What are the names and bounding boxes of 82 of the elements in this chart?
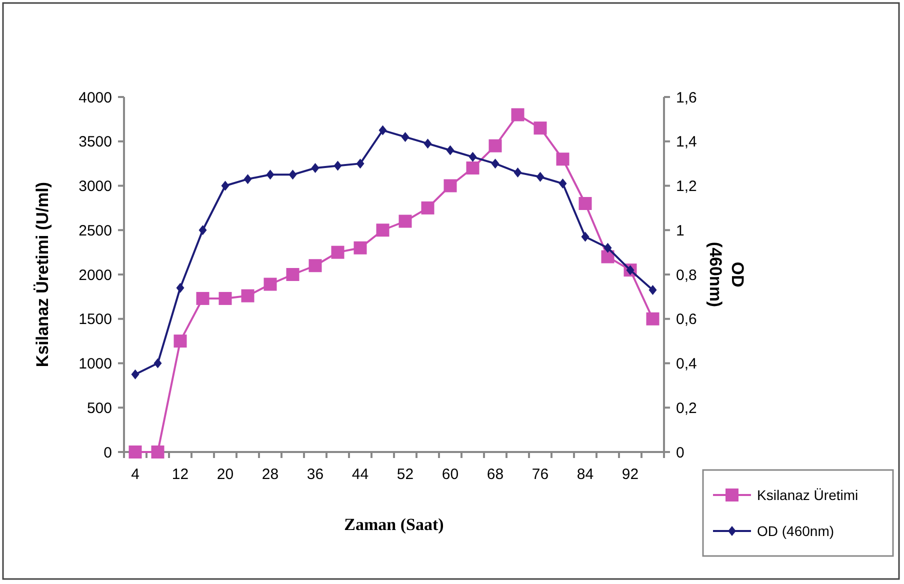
point (534, 122, 547, 135)
x-tick-label: 92 (622, 466, 639, 483)
point (488, 139, 502, 152)
point (264, 278, 277, 291)
y-tick-label: 2500 (78, 222, 112, 240)
point (558, 178, 567, 189)
point (446, 145, 454, 156)
y-tick-label: 2000 (78, 266, 112, 284)
point (196, 292, 210, 305)
point (648, 285, 657, 296)
point (354, 241, 367, 254)
point (626, 265, 634, 276)
y-axis-title: Ksilanaz Üretimi (U/ml) (33, 182, 52, 368)
point (334, 160, 342, 171)
x-tick-label: 28 (262, 466, 279, 483)
point (511, 108, 524, 122)
y2-tick-label: 0,2 (676, 400, 697, 417)
point (241, 289, 254, 302)
y2-tick-label: 0,8 (676, 266, 697, 284)
point (601, 250, 614, 264)
point (154, 358, 162, 368)
point (556, 152, 570, 166)
point (646, 312, 660, 326)
y2-tick-label: 1,6 (676, 89, 697, 106)
x-tick-label: 4 (131, 466, 140, 483)
x-tick-label: 52 (396, 466, 414, 483)
point (536, 172, 544, 182)
point (378, 125, 387, 136)
point (288, 170, 297, 180)
point (331, 246, 344, 259)
point (131, 369, 140, 380)
point (128, 446, 142, 458)
point (286, 268, 300, 281)
x-tick-label: 60 (442, 466, 459, 483)
point (311, 163, 320, 173)
point (151, 446, 164, 458)
y2-tick-label: 0,4 (676, 356, 697, 372)
y-tick-label: 4000 (78, 89, 112, 106)
x-tick-label: 44 (352, 466, 369, 483)
point (244, 174, 252, 184)
point (604, 242, 612, 253)
x-tick-label: 12 (172, 466, 189, 483)
x-tick-label: 20 (216, 466, 234, 483)
x-tick-label: 76 (532, 466, 549, 483)
point (221, 180, 230, 191)
x-axis-title: Zaman (Saat) (344, 515, 444, 534)
point (356, 158, 364, 169)
y2-axis-title: OD (460nm) (706, 242, 747, 308)
y2-tick-label: 1,2 (676, 178, 697, 195)
y-tick-label: 500 (86, 400, 112, 417)
point (468, 152, 477, 162)
y-tick-label: 0 (104, 444, 112, 462)
y2-tick-label: 1,4 (676, 134, 697, 151)
point (491, 158, 500, 169)
point (376, 224, 390, 237)
legend-label: OD (460nm) (757, 522, 834, 539)
point (266, 170, 274, 180)
point (514, 167, 522, 178)
y2-tick-label: 0,6 (676, 311, 697, 328)
legend-label: Ksilanaz Üretimi (757, 486, 858, 503)
point (421, 201, 434, 214)
point (176, 282, 184, 293)
point (398, 214, 412, 228)
point (198, 225, 207, 236)
y2-tick-label: 1 (676, 222, 684, 240)
x-tick-label: 36 (306, 466, 324, 483)
y-tick-label: 3000 (78, 178, 112, 195)
point (444, 179, 457, 192)
point (466, 162, 480, 174)
point (424, 138, 432, 149)
point (401, 132, 410, 142)
y-tick-label: 1500 (78, 311, 112, 328)
point (308, 259, 322, 272)
y-tick-label: 1000 (78, 356, 112, 372)
point (218, 292, 232, 305)
y2-tick-label: 0 (676, 444, 684, 462)
x-tick-label: 68 (486, 466, 504, 483)
point (174, 334, 187, 348)
point (578, 197, 592, 210)
x-tick-label: 84 (576, 466, 594, 483)
y-tick-label: 3500 (78, 134, 112, 151)
point (581, 232, 590, 242)
